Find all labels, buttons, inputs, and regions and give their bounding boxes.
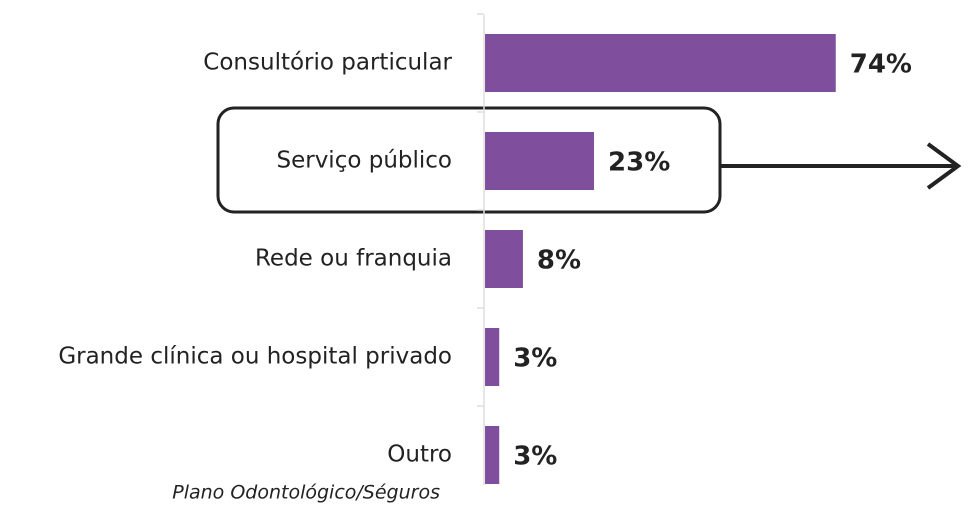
bar bbox=[485, 426, 500, 484]
bar bbox=[485, 230, 523, 288]
value-label: 8% bbox=[537, 246, 581, 276]
value-label: 3% bbox=[513, 344, 557, 374]
bar bbox=[485, 328, 500, 386]
highlight-box bbox=[216, 106, 722, 214]
category-label: Serviço público bbox=[276, 148, 452, 174]
category-label: Outro bbox=[387, 442, 452, 468]
value-label: 23% bbox=[608, 148, 670, 178]
bar bbox=[485, 34, 836, 92]
category-label: Grande clínica ou hospital privado bbox=[58, 344, 452, 370]
category-label: Rede ou franquia bbox=[255, 246, 452, 272]
bar bbox=[485, 132, 595, 190]
value-label: 74% bbox=[850, 50, 912, 80]
arrow-head bbox=[926, 142, 962, 190]
value-label: 3% bbox=[513, 442, 557, 472]
annotation: Plano Odontológico/Séguros bbox=[172, 482, 440, 504]
category-label: Consultório particular bbox=[203, 50, 452, 76]
